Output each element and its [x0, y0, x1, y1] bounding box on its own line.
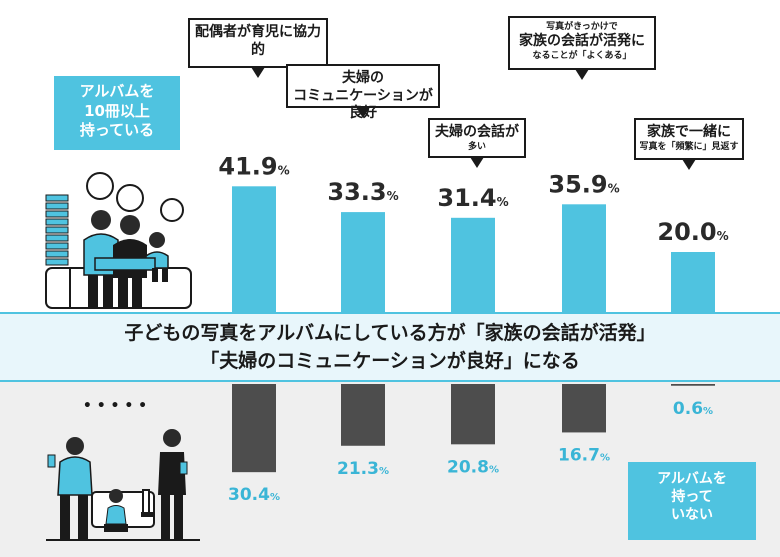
callout-5: 家族で一緒に 写真を「頻繁に」見返す — [634, 118, 744, 170]
value-label-top-5: 20.0% — [657, 218, 728, 246]
legend-tag-top-line-2: 10冊以上 — [84, 101, 150, 120]
bar-top-2 — [341, 212, 385, 312]
headline-band: 子どもの写真をアルバムにしている方が「家族の会話が活発」 「夫婦のコミュニケーシ… — [0, 312, 780, 382]
legend-tag-top: アルバムを 10冊以上 持っている — [54, 76, 180, 150]
headline-line-1: 子どもの写真をアルバムにしている方が「家族の会話が活発」 — [124, 322, 656, 344]
family-without-album-illustration — [46, 429, 200, 541]
callout-1-line-1: 配偶者が育児に協力的 — [195, 24, 321, 58]
legend-tag-top-line-1: アルバムを — [79, 82, 155, 100]
family-with-album-illustration — [45, 172, 192, 309]
value-label-top-1: 41.9% — [218, 152, 289, 180]
value-label-top-4: 35.9% — [548, 170, 619, 198]
callout-2-line-2: コミュニケーションが良好 — [293, 87, 433, 122]
headline-line-2: 「夫婦のコミュニケーションが良好」になる — [200, 350, 580, 372]
value-label-bottom-4: 16.7% — [558, 445, 610, 465]
callout-3-line-1: 夫婦の会話が — [435, 124, 519, 140]
value-label-bottom-3: 20.8% — [447, 457, 499, 477]
bar-bottom-5 — [671, 384, 715, 386]
legend-tag-bottom-line-3: いない — [671, 507, 713, 524]
callout-3: 夫婦の会話が 多い — [428, 118, 526, 168]
value-label-top-3: 31.4% — [437, 184, 508, 212]
bar-top-5 — [671, 252, 715, 312]
legend-tag-top-line-3: 持っている — [79, 121, 155, 139]
legend-tag-bottom: アルバムを 持って いない — [628, 462, 756, 540]
callout-1: 配偶者が育児に協力的 — [188, 18, 328, 78]
callout-5-line-2: 写真を「頻繁に」見返す — [639, 141, 739, 152]
callout-3-line-2: 多い — [467, 141, 486, 152]
callout-2: 夫婦の コミュニケーションが良好 — [286, 64, 440, 121]
value-label-bottom-1: 30.4% — [228, 485, 280, 505]
bar-bottom-3 — [451, 384, 495, 445]
value-label-bottom-5: 0.6% — [673, 399, 713, 419]
value-label-bottom-2: 21.3% — [337, 459, 389, 479]
legend-tag-bottom-line-1: アルバムを — [657, 471, 727, 487]
callout-4-line-1: 写真がきっかけで — [546, 22, 618, 32]
callout-2-line-1: 夫婦の — [342, 70, 384, 86]
bar-top-3 — [451, 217, 495, 312]
callout-4: 写真がきっかけで 家族の会話が活発に なることが「よくある」 — [508, 16, 656, 80]
ellipsis-dots: • • • • • — [83, 398, 147, 414]
value-label-top-2: 33.3% — [327, 178, 398, 206]
bar-top-1 — [232, 186, 276, 312]
bar-bottom-2 — [341, 384, 385, 446]
callout-4-line-2: 家族の会話が活発に — [519, 33, 645, 50]
callout-5-line-1: 家族で一緒に — [647, 124, 731, 140]
callout-4-line-3: なることが「よくある」 — [532, 50, 632, 61]
bar-top-4 — [562, 204, 606, 312]
bar-bottom-4 — [562, 384, 606, 433]
legend-tag-bottom-line-2: 持って — [671, 489, 713, 506]
bar-bottom-1 — [232, 384, 276, 473]
